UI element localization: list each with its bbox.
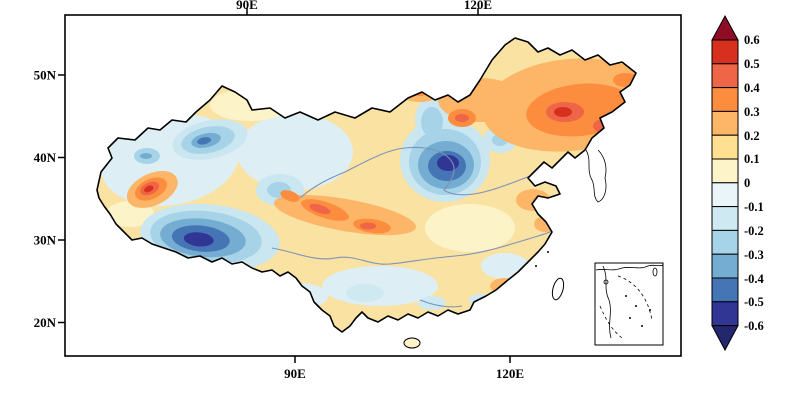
y-axis-labels: 50N 40N 30N 20N xyxy=(34,68,57,331)
colorbar-label: 0 xyxy=(744,176,750,190)
colorbar xyxy=(711,14,739,352)
x-tick-label-120e-top: 120E xyxy=(464,0,492,12)
colorbar-label: 0.3 xyxy=(744,105,760,119)
south-china-sea-inset xyxy=(594,262,664,346)
china-outline xyxy=(96,37,637,333)
x-tick-label-120e-bottom: 120E xyxy=(496,366,524,381)
y-tick-label-50n: 50N xyxy=(34,68,57,83)
colorbar-label: -0.4 xyxy=(744,272,765,286)
colorbar-label: 0.4 xyxy=(744,81,760,95)
yellow-river-line xyxy=(299,146,541,199)
colorbar-label: 0.6 xyxy=(744,33,760,47)
plot-frame xyxy=(64,14,682,357)
colorbar-label: -0.3 xyxy=(744,248,764,262)
colorbar-label: -0.2 xyxy=(744,224,764,238)
y-tick-label-40n: 40N xyxy=(34,150,57,165)
colorbar-label: 0.5 xyxy=(744,57,760,71)
colorbar-label: -0.5 xyxy=(744,295,764,309)
axis-ticks xyxy=(58,8,511,363)
colorbar-label: 0.1 xyxy=(744,152,760,166)
y-tick-label-30n: 30N xyxy=(34,233,57,248)
korea-outline xyxy=(585,149,607,203)
colorbar-label: -0.1 xyxy=(744,200,764,214)
x-tick-label-90e-bottom: 90E xyxy=(284,366,306,381)
pearl-river-line xyxy=(419,299,463,308)
colorbar-label: -0.6 xyxy=(744,319,764,333)
colorbar-label: 0.2 xyxy=(744,129,760,143)
coastal-islet xyxy=(535,265,537,267)
y-tick-label-20n: 20N xyxy=(34,315,57,330)
x-axis-labels-bottom: 90E 120E xyxy=(284,366,524,381)
colorbar-labels: 0.6 0.5 0.4 0.3 0.2 0.1 0 -0.1 -0.2 -0.3… xyxy=(744,33,765,333)
x-tick-label-90e-top: 90E xyxy=(236,0,258,12)
contour-field xyxy=(97,38,636,332)
coastal-islet xyxy=(547,251,549,253)
hainan-island xyxy=(403,337,421,349)
yangtze-river-line xyxy=(271,230,553,265)
x-axis-labels-top: 90E 120E xyxy=(236,0,492,12)
taiwan-island xyxy=(551,277,565,301)
